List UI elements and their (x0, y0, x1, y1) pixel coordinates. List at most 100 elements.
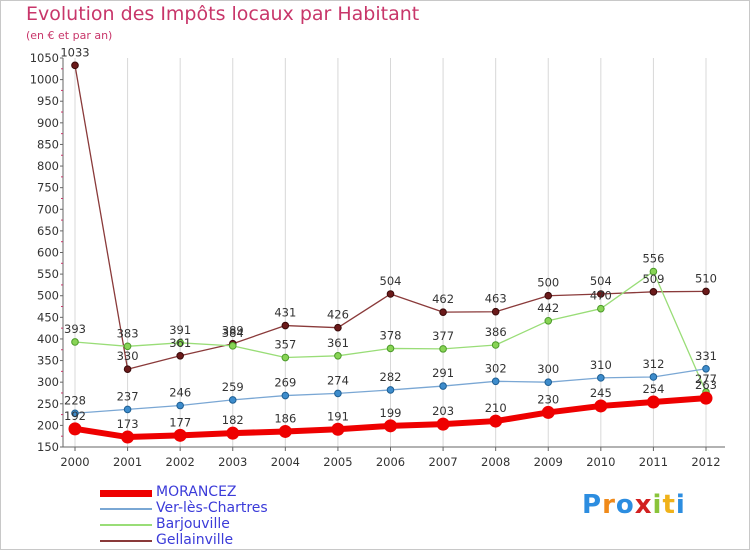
data-point-ver-l-s-chartres (702, 364, 710, 373)
data-label-gellainville: 500 (537, 276, 559, 290)
data-label-gellainville: 504 (380, 274, 402, 288)
data-label-barjouville: 378 (380, 328, 402, 342)
data-point-ver-l-s-chartres (597, 374, 605, 382)
y-tick-label: 850 (37, 137, 59, 151)
y-tick-label: 450 (37, 310, 59, 324)
x-tick-label: 2004 (271, 455, 300, 469)
data-label-ver-l-s-chartres: 310 (590, 358, 612, 372)
data-label-gellainville: 1033 (60, 45, 89, 59)
data-label-morancez: 192 (64, 409, 86, 423)
y-tick-label: 1000 (30, 73, 59, 87)
data-label-barjouville: 384 (222, 326, 244, 340)
series-ver-l-s-chartres (71, 364, 710, 418)
data-point-barjouville (228, 342, 237, 350)
data-label-gellainville: 462 (432, 292, 454, 306)
data-label-barjouville: 361 (327, 336, 349, 350)
data-point-gellainville (123, 365, 132, 374)
data-point-morancez (436, 417, 450, 431)
data-point-gellainville (544, 291, 553, 300)
data-point-barjouville (71, 338, 79, 346)
x-tick-label: 2001 (113, 455, 142, 469)
data-label-ver-l-s-chartres: 331 (695, 349, 717, 363)
data-label-ver-l-s-chartres: 259 (222, 380, 244, 394)
logo-letter: t (662, 490, 676, 520)
data-label-barjouville: 393 (64, 322, 86, 336)
data-label-ver-l-s-chartres: 246 (169, 386, 191, 400)
y-tick-label: 350 (37, 354, 59, 368)
chart-subtitle: (en € et par an) (26, 29, 113, 42)
data-point-morancez (173, 428, 187, 442)
data-label-gellainville: 361 (169, 336, 191, 350)
x-tick-label: 2009 (534, 455, 563, 469)
data-point-gellainville (597, 290, 605, 298)
y-tick-label: 150 (37, 440, 59, 454)
data-label-ver-l-s-chartres: 300 (537, 362, 559, 376)
data-label-morancez: 263 (695, 378, 717, 392)
data-point-barjouville (597, 304, 605, 313)
data-label-barjouville: 377 (432, 329, 454, 343)
data-point-morancez (699, 391, 713, 405)
y-tick-label: 500 (37, 289, 59, 303)
data-point-ver-l-s-chartres (439, 382, 447, 390)
data-point-barjouville (649, 267, 658, 276)
data-label-gellainville: 330 (117, 349, 139, 363)
y-tick-label: 600 (37, 246, 59, 260)
data-point-morancez (278, 424, 292, 438)
data-point-morancez (121, 430, 135, 444)
legend-swatch-barjouville (100, 524, 152, 526)
x-tick-label: 2006 (376, 455, 405, 469)
logo-letter: o (615, 490, 635, 520)
y-tick-label: 550 (37, 267, 59, 281)
axis-layer: 150 200 250 300 350 400 450 500 550 600 650 700 750 8… (30, 51, 725, 469)
data-label-morancez: 173 (117, 417, 139, 431)
data-label-ver-l-s-chartres: 291 (432, 366, 454, 380)
legend: MORANCEZ Ver-lès-Chartres Barjouville Gella… (100, 484, 360, 549)
data-point-barjouville (281, 353, 290, 362)
data-point-gellainville (439, 308, 447, 316)
y-tick-label: 400 (37, 332, 59, 346)
data-point-morancez (331, 422, 345, 436)
data-label-barjouville: 556 (642, 252, 664, 266)
data-label-morancez: 245 (590, 386, 612, 400)
series-layer (68, 61, 713, 444)
data-point-barjouville (176, 339, 184, 347)
logo-letter: P (582, 490, 603, 520)
data-point-morancez (489, 414, 503, 428)
legend-item-gellainville: Gellainville (100, 532, 360, 549)
data-label-gellainville: 504 (590, 274, 612, 288)
data-point-ver-l-s-chartres (123, 405, 132, 414)
y-tick-label: 250 (37, 397, 59, 411)
data-label-morancez: 186 (274, 411, 296, 425)
y-tick-label: 750 (37, 181, 59, 195)
data-label-gellainville: 463 (485, 292, 507, 306)
x-tick-label: 2000 (60, 455, 89, 469)
data-label-ver-l-s-chartres: 274 (327, 373, 349, 387)
data-point-gellainville (71, 61, 79, 70)
legend-item-ver-l-s-chartres: Ver-lès-Chartres (100, 500, 360, 517)
legend-label-ver-l-s-chartres: Ver-lès-Chartres (156, 500, 268, 516)
data-point-morancez (541, 405, 555, 419)
logo-letter: i (675, 490, 686, 520)
y-tick-label: 900 (37, 116, 59, 130)
data-label-barjouville: 470 (590, 289, 612, 303)
data-label-ver-l-s-chartres: 282 (380, 370, 402, 384)
x-tick-label: 2008 (481, 455, 510, 469)
data-point-gellainville (386, 290, 395, 298)
y-tick-label: 300 (37, 375, 59, 389)
data-point-morancez (68, 422, 82, 436)
data-label-morancez: 254 (642, 382, 664, 396)
data-point-barjouville (544, 316, 553, 325)
data-point-gellainville (649, 288, 658, 296)
data-point-barjouville (439, 345, 447, 353)
y-tick-label: 650 (37, 224, 59, 238)
legend-swatch-morancez (100, 489, 152, 497)
x-tick-label: 2010 (586, 455, 615, 469)
logo-letter: x (634, 490, 653, 520)
data-label-morancez: 191 (327, 409, 349, 423)
legend-label-gellainville: Gellainville (156, 532, 234, 548)
data-label-gellainville: 509 (642, 272, 664, 286)
data-point-ver-l-s-chartres (386, 386, 395, 394)
x-tick-label: 2003 (218, 455, 247, 469)
